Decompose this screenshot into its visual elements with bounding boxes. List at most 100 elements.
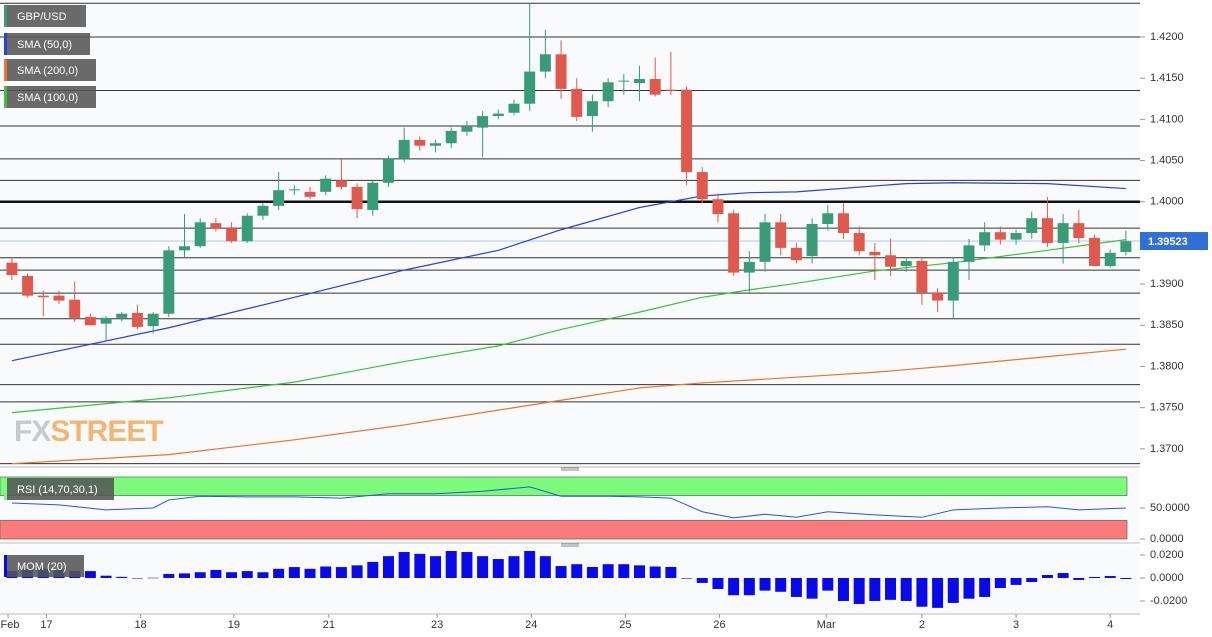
candle-body (492, 113, 504, 117)
candle-body (508, 103, 520, 113)
mom-bar (163, 573, 175, 578)
candle-body (226, 228, 238, 242)
last-price-label: 1.39523 (1148, 236, 1188, 248)
mom-bar (994, 577, 1006, 588)
candle-body (382, 158, 394, 183)
candle-body (84, 317, 96, 326)
y-tick-label: 1.4200 (1150, 31, 1184, 43)
mom-bar (1026, 577, 1038, 583)
mom-bar (131, 577, 143, 579)
candle-body (1026, 218, 1038, 234)
x-tick-label: 26 (713, 619, 725, 631)
resize-grip[interactable] (561, 543, 579, 547)
y-tick-label: 1.3800 (1150, 360, 1184, 372)
sma-line (11, 239, 1126, 414)
x-tick-label: Feb (1, 619, 20, 631)
candle-body (398, 139, 410, 159)
mom-bar (1010, 577, 1022, 585)
legend-box (4, 33, 90, 55)
candle-body (618, 80, 630, 82)
candle-body (932, 292, 944, 301)
candle-body (1104, 252, 1116, 266)
mom-bar (445, 550, 457, 578)
mom-bar (916, 577, 928, 607)
mom-bar (100, 575, 112, 578)
candle-body (853, 233, 865, 252)
mom-bar (320, 566, 332, 578)
candle-body (885, 255, 897, 267)
legend-swatch (4, 86, 7, 108)
candle-body (539, 54, 551, 72)
y-tick-label: 1.3750 (1150, 402, 1184, 414)
resize-grip[interactable] (561, 467, 579, 471)
mom-bar (179, 573, 190, 578)
watermark-street: STREET (50, 415, 163, 448)
legend-swatch (4, 478, 7, 500)
main-panel (0, 0, 1140, 466)
y-tick-label: 1.4150 (1150, 72, 1184, 84)
y-tick-label: 1.4100 (1150, 113, 1184, 125)
mom-bar (681, 577, 693, 579)
candle-body (947, 261, 959, 301)
legend-box (4, 86, 96, 108)
mom-bar (116, 576, 128, 578)
candle-body (634, 78, 645, 84)
mom-bar (194, 572, 206, 578)
mom-bar (1120, 577, 1132, 580)
mom-bar (947, 577, 959, 603)
x-tick-label: 21 (323, 619, 335, 631)
rsi-line (11, 486, 1126, 519)
legend-swatch (4, 59, 7, 81)
mom-bar (837, 577, 849, 601)
mom-bar (226, 572, 238, 578)
mom-bar (147, 577, 159, 579)
candle-body (163, 250, 175, 314)
legend-label: SMA (200,0) (17, 65, 78, 77)
candle-body (681, 89, 693, 173)
y-tick-label: 50.0000 (1150, 502, 1190, 514)
mom-bar (1073, 577, 1085, 580)
mom-bar (712, 577, 724, 590)
mom-bar (335, 567, 347, 578)
candle-body (571, 88, 583, 117)
watermark-fx: FX (14, 415, 51, 448)
mom-bar (414, 553, 426, 578)
candle-body (806, 223, 818, 257)
candle-body (241, 215, 253, 242)
legend-label: RSI (14,70,30,1) (17, 484, 98, 496)
candle-body (37, 295, 49, 298)
candle-body (869, 251, 881, 256)
mom-bar (618, 564, 630, 578)
x-tick-label: 2 (919, 619, 925, 631)
candle-body (665, 89, 677, 91)
legend-label: SMA (100,0) (17, 92, 78, 104)
candle-body (837, 213, 849, 234)
candle-body (900, 261, 912, 266)
candle-body (6, 262, 18, 276)
candle-body (116, 313, 128, 318)
candle-body (994, 232, 1006, 240)
mom-bar (649, 566, 661, 578)
legend-label: MOM (20) (17, 561, 67, 573)
candle-body (257, 205, 269, 216)
mom-bar (932, 577, 944, 608)
legend-box (4, 5, 86, 27)
mom-bar (1041, 575, 1053, 578)
candle-body (477, 116, 489, 128)
y-tick-label: 1.4000 (1150, 196, 1184, 208)
x-tick-label: 18 (134, 619, 146, 631)
candle-body (586, 101, 598, 117)
candle-body (1057, 223, 1069, 243)
candle-body (100, 317, 112, 324)
mom-bar (775, 577, 787, 592)
candle-body (367, 182, 379, 210)
mom-bar (288, 567, 300, 578)
candle-body (194, 222, 206, 247)
x-tick-label: 25 (619, 619, 631, 631)
candle-body (351, 186, 363, 210)
y-tick-label: 0.0000 (1150, 533, 1184, 545)
x-tick-label: Mar (817, 619, 836, 631)
candle-body (1041, 218, 1053, 243)
mom-bar (367, 561, 379, 578)
